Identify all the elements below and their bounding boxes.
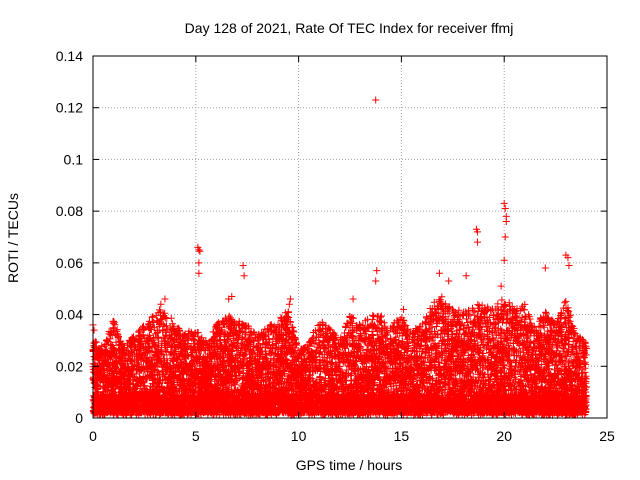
data-point: [372, 277, 380, 285]
data-point: [501, 233, 509, 241]
data-point: [157, 300, 165, 308]
data-point: [502, 217, 510, 225]
y-axis-label: ROTI / TECUs: [5, 193, 21, 283]
data-point: [473, 228, 481, 236]
data-point: [196, 247, 204, 255]
data-point: [435, 269, 443, 277]
data-point: [501, 205, 509, 213]
data-point: [500, 199, 508, 207]
y-tick-label: 0: [75, 410, 83, 426]
data-point: [500, 256, 508, 264]
data-point: [195, 246, 203, 254]
data-point: [399, 305, 407, 313]
x-tick-label: 15: [394, 428, 410, 444]
data-point: [240, 272, 248, 280]
data-point: [497, 282, 505, 290]
data-points: [89, 96, 590, 419]
data-point: [349, 295, 357, 303]
data-point: [565, 261, 573, 269]
data-point: [195, 269, 203, 277]
data-point: [225, 295, 233, 303]
x-axis-label: GPS time / hours: [296, 457, 403, 473]
y-tick-label: 0.02: [56, 358, 83, 374]
data-point: [161, 295, 169, 303]
data-point: [373, 267, 381, 275]
x-tick-label: 25: [599, 428, 615, 444]
y-tick-label: 0.12: [56, 100, 83, 116]
axis-ticks: 0 5 10 15 20 25 0 0.02 0.04 0.06 0.08 0.1 0.12 0.14: [56, 48, 615, 444]
data-point: [90, 326, 98, 334]
data-point: [239, 261, 247, 269]
y-tick-label: 0.04: [56, 307, 83, 323]
data-point: [445, 277, 453, 285]
data-point: [195, 259, 203, 267]
y-tick-label: 0.08: [56, 203, 83, 219]
plot-frame: [92, 55, 608, 419]
data-point: [473, 238, 481, 246]
x-tick-label: 10: [291, 428, 307, 444]
scatter-cloud: [89, 293, 590, 419]
y-tick-label: 0.1: [64, 151, 84, 167]
y-tick-label: 0.14: [56, 48, 83, 64]
data-point: [564, 254, 572, 262]
data-point: [462, 272, 470, 280]
x-tick-label: 0: [89, 428, 97, 444]
data-point: [541, 264, 549, 272]
data-point: [372, 96, 380, 104]
data-point: [286, 295, 294, 303]
chart-title: Day 128 of 2021, Rate Of TEC Index for r…: [185, 20, 514, 36]
x-tick-label: 20: [496, 428, 512, 444]
data-point: [285, 300, 293, 308]
x-tick-label: 5: [192, 428, 200, 444]
y-tick-label: 0.06: [56, 255, 83, 271]
